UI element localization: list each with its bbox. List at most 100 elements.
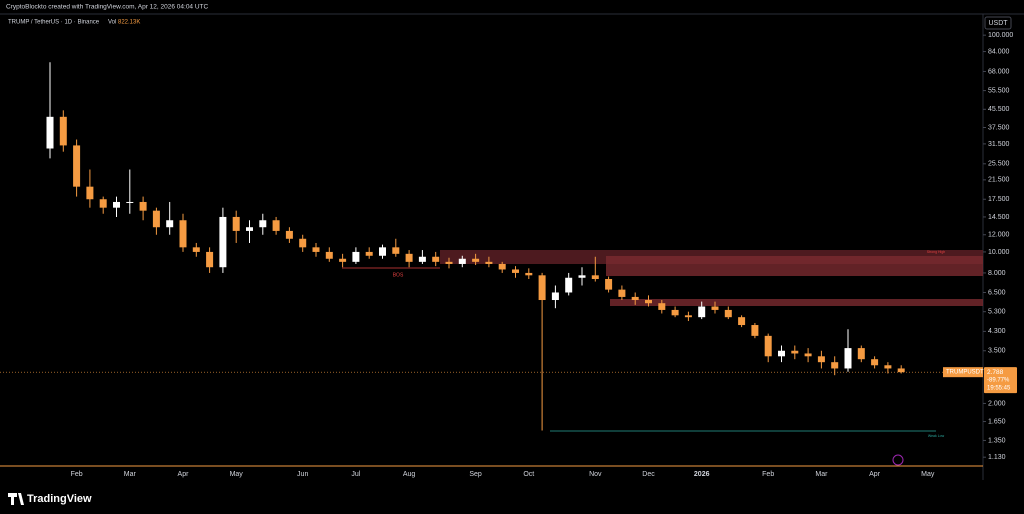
event-icon[interactable]	[892, 454, 904, 466]
x-tick-label: Oct	[523, 471, 534, 478]
price-countdown: 19:55:45	[987, 386, 1011, 392]
candle-body	[645, 300, 652, 304]
symbol-label: TRUMPUSDT	[946, 370, 984, 376]
candle-body	[724, 309, 732, 318]
candle-body	[432, 256, 440, 262]
supply-zone	[610, 299, 983, 306]
y-tick-label: 31.500	[988, 141, 1010, 148]
candle-body	[804, 353, 812, 357]
x-tick-label: Nov	[589, 471, 602, 478]
footer	[0, 485, 1024, 514]
candle-body	[192, 247, 200, 252]
candle-body	[751, 325, 759, 336]
candle-body	[392, 247, 400, 254]
y-tick-label: 17.500	[988, 196, 1010, 203]
x-tick-label: May	[921, 471, 935, 478]
y-tick-label: 68.000	[988, 68, 1010, 75]
price-change: -89.77%	[987, 378, 1010, 384]
candle-body	[791, 350, 799, 354]
candle-body	[831, 362, 839, 369]
candle-body	[498, 263, 506, 270]
candle-body	[272, 220, 280, 231]
candle-body	[405, 253, 413, 262]
candle-body	[578, 275, 586, 278]
y-tick-label: 1.350	[988, 437, 1006, 444]
y-tick-label: 100.000	[988, 32, 1013, 39]
candle-body	[152, 210, 160, 228]
candle-body	[512, 269, 519, 273]
candle-body	[684, 315, 692, 318]
x-tick-label: May	[230, 471, 244, 478]
x-tick-label: Mar	[815, 471, 828, 478]
x-tick-label: Dec	[642, 471, 655, 478]
x-tick-label: 2026	[694, 471, 710, 478]
candle-body	[299, 238, 307, 248]
candle-body	[232, 216, 240, 231]
volume: 822.13K	[118, 20, 140, 26]
x-tick-label: Feb	[762, 471, 774, 478]
brand: TradingView	[27, 493, 92, 505]
candle-body	[246, 227, 253, 231]
y-tick-label: 84.000	[988, 48, 1010, 55]
candle-body	[778, 350, 785, 357]
candle-body	[179, 220, 187, 248]
price-box	[984, 367, 1017, 394]
candle-body	[738, 317, 746, 326]
candle-body	[618, 289, 626, 297]
candle-body	[99, 199, 107, 208]
y-tick-label: 2.000	[988, 400, 1006, 407]
candle-body	[844, 348, 852, 369]
x-tick-label: Apr	[178, 471, 190, 478]
annotation: Weak Low	[928, 434, 945, 438]
supply-zone	[606, 256, 983, 276]
y-tick-label: 21.500	[988, 177, 1010, 184]
candle-body	[352, 251, 360, 262]
candle-body	[711, 306, 719, 310]
y-tick-label: 45.500	[988, 106, 1010, 113]
candle-body	[871, 359, 879, 366]
x-tick-label: Jul	[351, 471, 360, 478]
y-tick-label: 55.500	[988, 87, 1010, 94]
candle-body	[565, 277, 573, 293]
logo	[8, 493, 24, 505]
candle-body	[445, 261, 453, 264]
candle-body	[485, 261, 493, 264]
price-value: 2.788	[987, 369, 1004, 376]
y-tick-label: 37.500	[988, 124, 1010, 131]
candle-body	[525, 272, 533, 276]
candle-body	[365, 251, 373, 256]
candle-body	[126, 201, 134, 203]
y-tick-label: 14.500	[988, 214, 1010, 221]
candle-body	[59, 116, 67, 146]
unit-box	[984, 16, 1012, 30]
candle-body	[605, 279, 613, 290]
candle-body	[418, 256, 426, 262]
y-tick-label: 10.000	[988, 249, 1010, 256]
credit: CryptoBlockto created with TradingView.c…	[6, 4, 209, 11]
candle-body	[312, 247, 320, 252]
x-tick-label: Apr	[869, 471, 881, 478]
x-tick-label: Jun	[297, 471, 308, 478]
candle-body	[884, 365, 892, 369]
candle-body	[631, 296, 639, 301]
y-tick-label: 8.000	[988, 270, 1006, 277]
candle-body	[671, 309, 679, 316]
candle-body	[538, 275, 546, 301]
y-tick-label: 12.000	[988, 232, 1010, 239]
candle-body	[658, 303, 666, 310]
candle-body	[472, 258, 480, 262]
candle-body	[897, 368, 905, 373]
x-tick-label: Sep	[469, 471, 482, 478]
symbol-box	[943, 367, 983, 378]
volume-label: Vol	[108, 20, 116, 26]
candle-body	[86, 186, 94, 200]
candle-body	[166, 220, 174, 228]
candle-body	[857, 348, 865, 360]
y-tick-label: 6.500	[988, 289, 1006, 296]
y-tick-label: 25.500	[988, 161, 1010, 168]
candle-body	[698, 306, 706, 318]
unit: USDT	[988, 20, 1008, 27]
candle-body	[817, 356, 825, 363]
candle-body	[113, 201, 120, 208]
